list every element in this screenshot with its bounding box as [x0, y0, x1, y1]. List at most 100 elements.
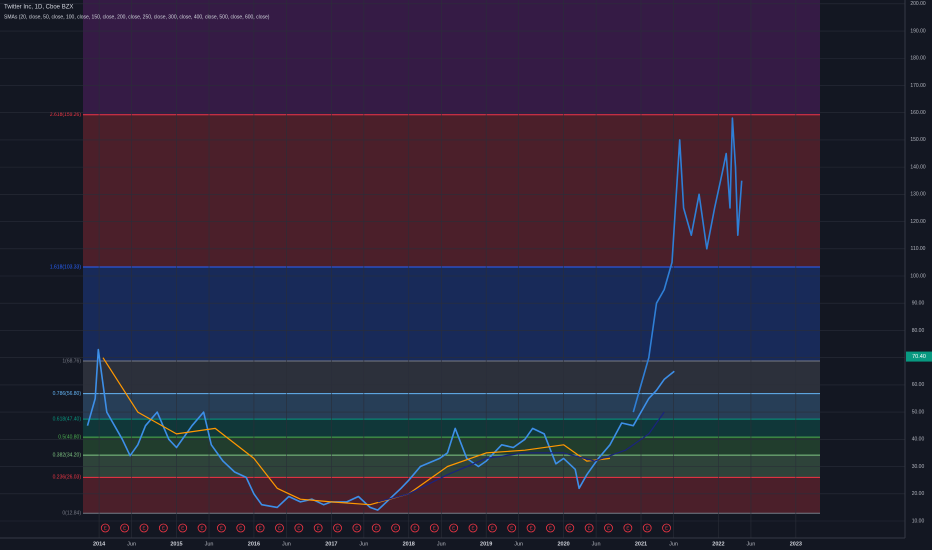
earnings-label: E: [588, 526, 591, 531]
earnings-marker: [197, 523, 207, 533]
earnings-marker: [255, 523, 265, 533]
earnings-label: E: [665, 526, 668, 531]
x-tick-label: 2021: [635, 541, 647, 547]
earnings-marker: [546, 523, 555, 533]
x-tick-label: 2018: [403, 541, 415, 547]
earnings-marker: [604, 523, 613, 533]
earnings-label: E: [549, 526, 552, 531]
fib-label: 0.236(26.03): [53, 475, 82, 481]
y-tick-label: 140.00: [910, 164, 926, 170]
fib-label: 0(12.84): [62, 511, 81, 517]
y-tick-label: 80.00: [912, 328, 925, 334]
earnings-label: E: [162, 526, 165, 531]
x-tick-label: Jun: [282, 541, 291, 547]
fib-band: [83, 266, 820, 362]
earnings-label: E: [491, 526, 494, 531]
x-tick-label: Jun: [127, 541, 136, 547]
y-tick-label: 130.00: [910, 192, 926, 198]
earnings-label: E: [452, 526, 455, 531]
y-tick-label: 200.00: [910, 1, 926, 7]
x-tick-label: 2023: [790, 541, 802, 547]
earnings-marker: [158, 523, 168, 533]
earnings-marker: [526, 523, 536, 533]
x-tick-label: 2016: [248, 541, 260, 547]
earnings-label: E: [297, 526, 300, 531]
earnings-marker: [507, 523, 517, 533]
y-tick-label: 50.00: [912, 409, 925, 415]
earnings-marker: [275, 523, 284, 533]
earnings-marker: [371, 523, 381, 533]
fib-label: 0.618(47.40): [53, 417, 82, 423]
x-tick-label: 2014: [93, 541, 106, 547]
x-tick-label: 2017: [325, 541, 337, 547]
earnings-marker: [236, 523, 246, 533]
earnings-marker: [642, 523, 652, 533]
fib-label: 1(68.76): [62, 358, 81, 364]
earnings-marker: [565, 523, 575, 533]
y-tick-label: 120.00: [910, 219, 926, 225]
earnings-label: E: [472, 526, 475, 531]
x-tick-label: Jun: [592, 541, 601, 547]
earnings-label: E: [181, 526, 184, 531]
earnings-marker: [294, 523, 304, 533]
y-tick-label: 10.00: [912, 518, 925, 524]
earnings-label: E: [646, 526, 649, 531]
earnings-label: E: [278, 526, 281, 531]
fib-label: 0.382(34.20): [53, 452, 82, 458]
y-tick-label: 40.00: [912, 437, 925, 443]
earnings-label: E: [394, 526, 397, 531]
earnings-marker: [623, 523, 633, 533]
x-tick-label: 2022: [712, 541, 724, 547]
earnings-marker: [352, 523, 362, 533]
plot: [86, 117, 743, 511]
earnings-marker: [662, 523, 671, 533]
earnings-marker: [178, 523, 188, 533]
chart-title: Twitter Inc, 1D, Cboe BZX: [4, 5, 73, 11]
earnings-label: E: [201, 526, 204, 531]
earnings-label: E: [607, 526, 610, 531]
price-line: [102, 357, 611, 506]
chart-subtitle: SMAs (20, close, 50, close, 100, close, …: [4, 14, 270, 20]
x-tick-label: Jun: [437, 541, 446, 547]
fib-band: [83, 419, 820, 438]
fib-band: [83, 0, 820, 115]
x-tick-label: Jun: [669, 541, 678, 547]
earnings-label: E: [336, 526, 339, 531]
fib-band: [83, 437, 820, 456]
y-tick-label: 100.00: [910, 273, 926, 279]
earnings-label: E: [355, 526, 358, 531]
earnings-label: E: [317, 526, 320, 531]
earnings-marker: [584, 523, 594, 533]
fib-band: [83, 114, 820, 267]
fib-label: 0.786(56.80): [53, 391, 82, 397]
earnings-marker: [391, 523, 400, 533]
price-line: [377, 411, 665, 503]
earnings-label: E: [510, 526, 513, 531]
fib-label: 1.618(103.33): [50, 264, 81, 270]
earnings-marker: [410, 523, 420, 533]
fib-band: [83, 455, 820, 478]
x-tick-label: 2020: [557, 541, 569, 547]
earnings-label: E: [104, 526, 107, 531]
y-tick-label: 150.00: [910, 137, 926, 143]
x-tick-label: Jun: [514, 541, 523, 547]
y-tick-label: 90.00: [912, 301, 925, 307]
x-tick-label: 2015: [170, 541, 182, 547]
y-tick-label: 30.00: [912, 464, 925, 470]
fib-band: [83, 361, 820, 394]
earnings-marker: [468, 523, 478, 533]
fib-band: [83, 477, 820, 514]
y-tick-label: 160.00: [910, 110, 926, 116]
earnings-label: E: [375, 526, 378, 531]
y-tick-label: 20.00: [912, 491, 925, 497]
earnings-label: E: [530, 526, 533, 531]
earnings-marker: [313, 523, 323, 533]
price-line: [86, 348, 675, 511]
earnings-marker: [333, 523, 342, 533]
x-tick-label: Jun: [205, 541, 214, 547]
y-tick-label: 180.00: [910, 56, 926, 62]
x-tick-label: Jun: [747, 541, 756, 547]
earnings-label: E: [142, 526, 145, 531]
earnings-marker: [449, 523, 459, 533]
